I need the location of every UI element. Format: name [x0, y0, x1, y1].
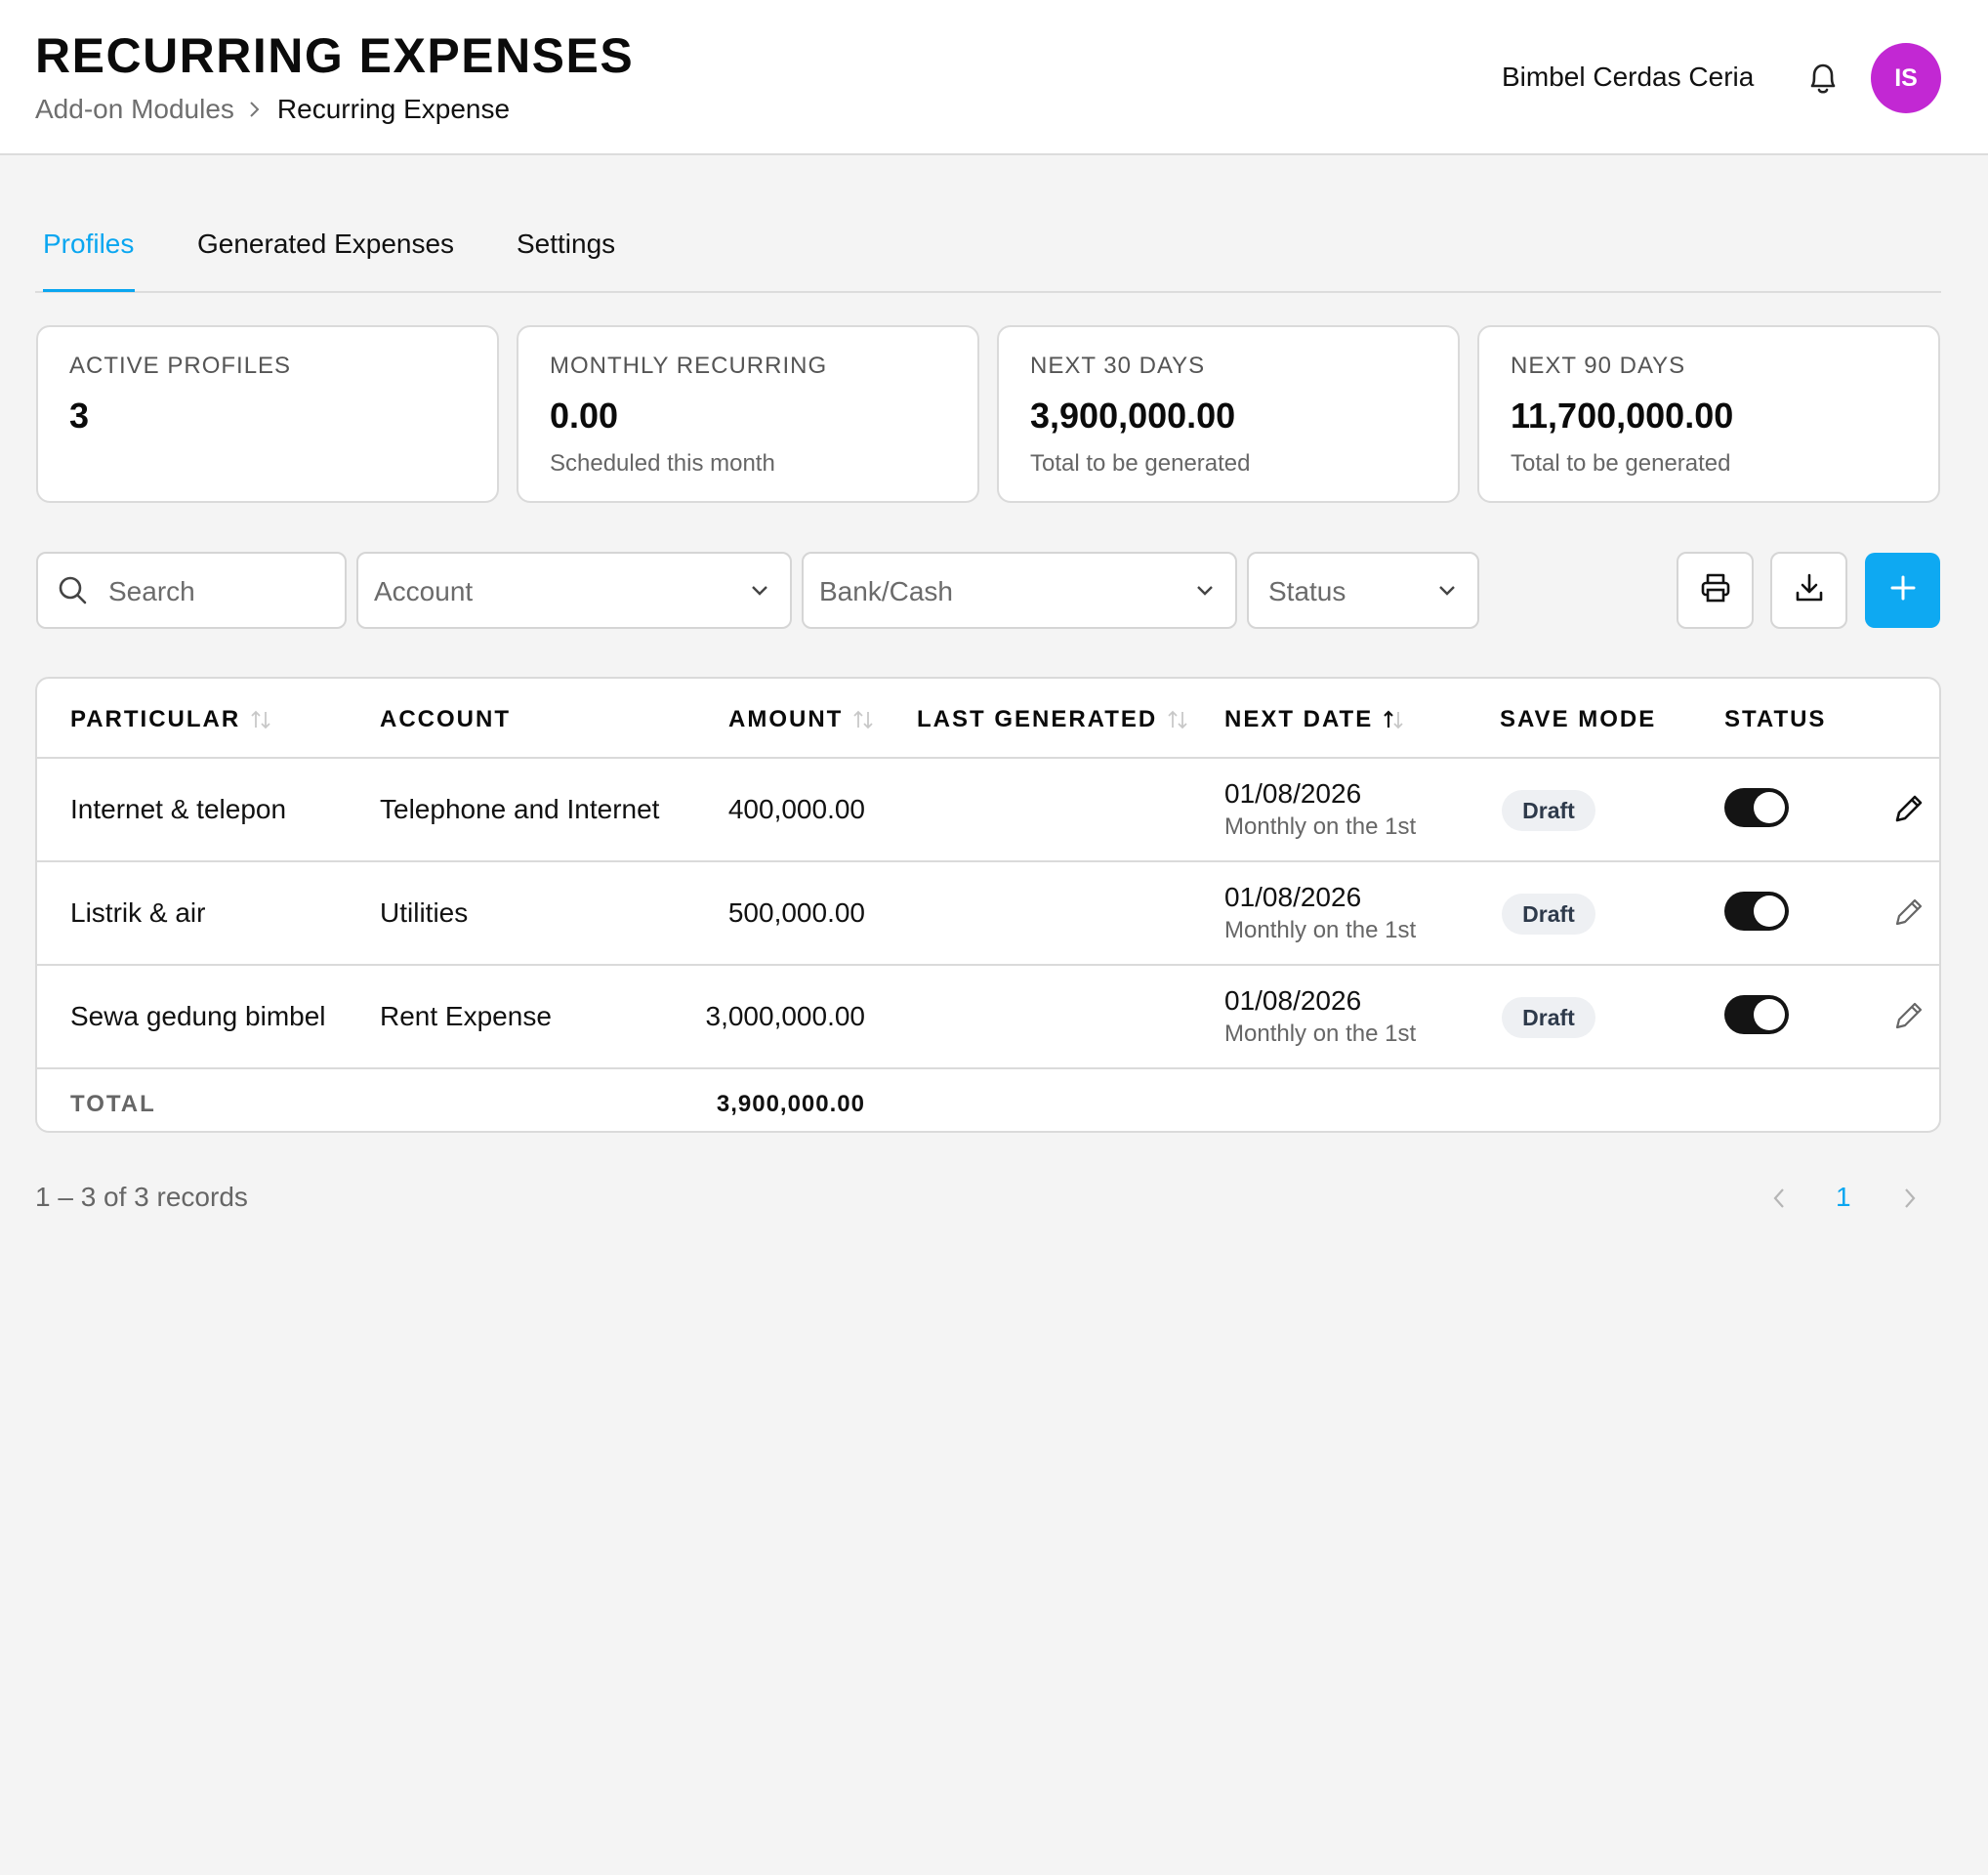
column-header-status: STATUS	[1724, 706, 1827, 732]
cell-particular: Listrik & air	[70, 897, 206, 928]
column-header-amount[interactable]: AMOUNT	[728, 706, 874, 733]
top-header: RECURRING EXPENSES Add-on Modules Recurr…	[0, 0, 1988, 155]
chevron-right-icon	[248, 100, 262, 119]
profiles-table: PARTICULAR ACCOUNT AMOUNT LAST GENERATED…	[35, 677, 1941, 1133]
account-select-value: Account	[374, 576, 474, 606]
tab-settings[interactable]: Settings	[517, 229, 616, 259]
stat-label: NEXT 30 DAYS	[1030, 353, 1206, 379]
plus-icon	[1889, 574, 1917, 606]
cell-next-date: 01/08/2026	[1224, 985, 1362, 1016]
stat-value: 11,700,000.00	[1511, 396, 1734, 436]
table-row[interactable]: Sewa gedung bimbel Rent Expense 3,000,00…	[37, 966, 1939, 1069]
account-select[interactable]: Account	[356, 552, 792, 629]
previous-page-button[interactable]	[1767, 1184, 1791, 1213]
stat-card-active-profiles: ACTIVE PROFILES 3	[36, 325, 499, 503]
chevron-down-icon	[749, 580, 770, 602]
cell-account: Telephone and Internet	[380, 794, 660, 824]
bank-cash-select-value: Bank/Cash	[819, 576, 953, 606]
column-header-account: ACCOUNT	[380, 706, 511, 732]
status-select[interactable]: Status	[1247, 552, 1479, 629]
cell-amount: 500,000.00	[727, 897, 865, 928]
sort-ascending-icon	[1383, 708, 1404, 731]
table-row[interactable]: Listrik & air Utilities 500,000.00 01/08…	[37, 862, 1939, 966]
search-icon	[58, 575, 89, 606]
cell-account: Utilities	[380, 897, 469, 928]
total-label: TOTAL	[70, 1091, 156, 1117]
cell-amount: 400,000.00	[727, 794, 865, 824]
sort-icon	[1167, 708, 1188, 731]
print-button[interactable]	[1677, 552, 1754, 629]
tab-bar: Profiles Generated Expenses Settings	[35, 215, 1941, 293]
status-toggle[interactable]	[1724, 995, 1789, 1034]
stat-card-next-30-days: NEXT 30 DAYS 3,900,000.00 Total to be ge…	[997, 325, 1460, 503]
tab-profiles[interactable]: Profiles	[43, 229, 135, 259]
bank-cash-select[interactable]: Bank/Cash	[802, 552, 1237, 629]
cell-next-date: 01/08/2026	[1224, 882, 1362, 912]
stat-note: Scheduled this month	[550, 450, 775, 477]
sort-icon	[250, 708, 271, 731]
column-header-last-generated[interactable]: LAST GENERATED	[917, 706, 1188, 733]
toggle-knob	[1754, 896, 1785, 927]
chevron-down-icon	[1436, 580, 1458, 602]
cell-schedule: Monthly on the 1st	[1224, 917, 1417, 943]
stat-value: 0.00	[550, 396, 619, 436]
column-header-particular[interactable]: PARTICULAR	[70, 706, 271, 733]
search-input[interactable]: Search	[36, 552, 347, 629]
column-header-next-date[interactable]: NEXT DATE	[1224, 706, 1404, 733]
table-row[interactable]: Internet & telepon Telephone and Interne…	[37, 759, 1939, 862]
printer-icon	[1699, 571, 1732, 609]
sort-icon	[852, 708, 874, 731]
total-amount: 3,900,000.00	[716, 1091, 865, 1117]
save-mode-badge: Draft	[1502, 894, 1595, 935]
stat-note: Total to be generated	[1030, 450, 1251, 477]
table-header: PARTICULAR ACCOUNT AMOUNT LAST GENERATED…	[37, 679, 1939, 759]
stat-value: 3,900,000.00	[1030, 396, 1236, 436]
cell-schedule: Monthly on the 1st	[1224, 813, 1417, 840]
cell-next-date: 01/08/2026	[1224, 778, 1362, 809]
save-mode-badge: Draft	[1502, 790, 1595, 831]
cell-account: Rent Expense	[380, 1001, 552, 1031]
stat-note: Total to be generated	[1511, 450, 1731, 477]
chevron-down-icon	[1194, 580, 1216, 602]
pencil-icon[interactable]	[1892, 896, 1926, 929]
breadcrumb: Add-on Modules Recurring Expense	[35, 94, 510, 125]
stat-card-monthly-recurring: MONTHLY RECURRING 0.00 Scheduled this mo…	[517, 325, 979, 503]
organization-switcher[interactable]: Bimbel Cerdas Ceria	[1502, 62, 1755, 92]
stat-value: 3	[69, 396, 90, 436]
page-number-current[interactable]: 1	[1836, 1182, 1851, 1212]
save-mode-badge: Draft	[1502, 997, 1595, 1038]
toggle-knob	[1754, 999, 1785, 1030]
active-tab-indicator	[43, 289, 135, 292]
toggle-knob	[1754, 792, 1785, 823]
pencil-icon[interactable]	[1892, 999, 1926, 1032]
status-toggle[interactable]	[1724, 892, 1789, 931]
avatar[interactable]: IS	[1871, 43, 1941, 113]
search-placeholder: Search	[108, 576, 195, 606]
cell-schedule: Monthly on the 1st	[1224, 1021, 1417, 1047]
tab-generated-expenses[interactable]: Generated Expenses	[197, 229, 455, 259]
add-profile-button[interactable]	[1865, 553, 1940, 628]
status-select-value: Status	[1268, 576, 1346, 606]
records-summary: 1 – 3 of 3 records	[35, 1182, 248, 1212]
stat-label: NEXT 90 DAYS	[1511, 353, 1686, 379]
stat-label: ACTIVE PROFILES	[69, 353, 292, 379]
download-icon	[1793, 571, 1826, 609]
cell-particular: Sewa gedung bimbel	[70, 1001, 326, 1031]
next-page-button[interactable]	[1898, 1184, 1922, 1213]
breadcrumb-parent-link[interactable]: Add-on Modules	[35, 94, 234, 124]
cell-amount: 3,000,000.00	[705, 1001, 866, 1031]
page-title: RECURRING EXPENSES	[35, 28, 635, 83]
download-button[interactable]	[1770, 552, 1847, 629]
column-header-save-mode: SAVE MODE	[1500, 706, 1657, 732]
status-toggle[interactable]	[1724, 788, 1789, 827]
cell-particular: Internet & telepon	[70, 794, 287, 824]
table-total-row: TOTAL 3,900,000.00	[37, 1071, 1939, 1131]
pencil-icon[interactable]	[1892, 792, 1926, 825]
stat-label: MONTHLY RECURRING	[550, 353, 828, 379]
stat-card-next-90-days: NEXT 90 DAYS 11,700,000.00 Total to be g…	[1477, 325, 1940, 503]
bell-icon[interactable]	[1806, 61, 1840, 96]
breadcrumb-current: Recurring Expense	[276, 94, 511, 124]
